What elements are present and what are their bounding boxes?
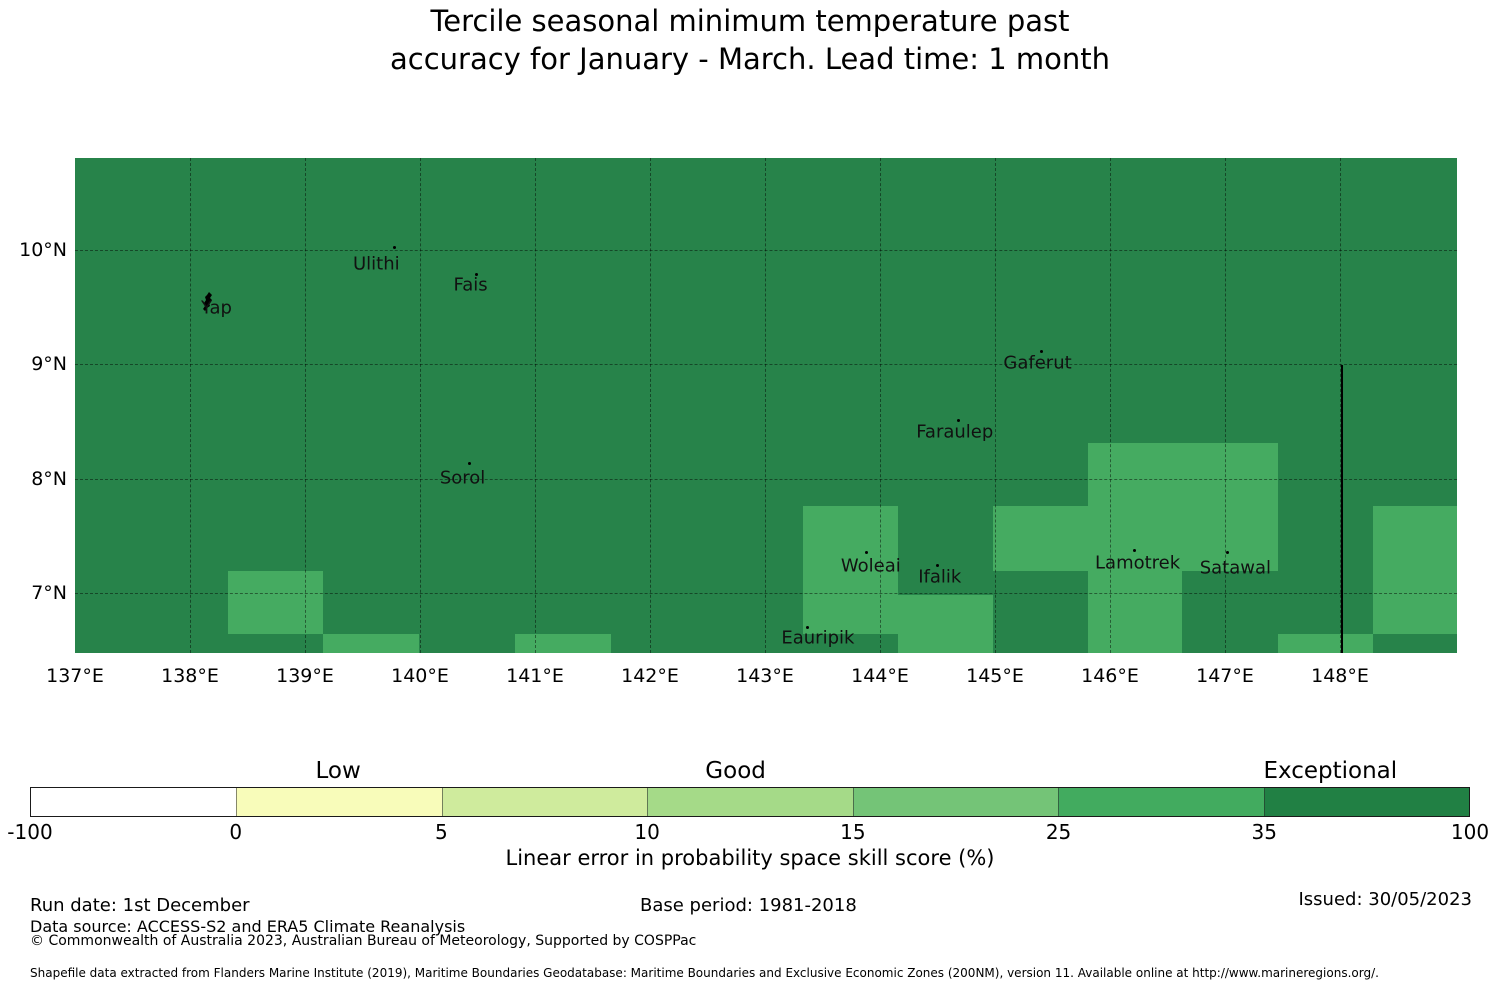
island-label-ifalik: Ifalik (918, 566, 962, 588)
island-label-eauripik: Eauripik (781, 627, 855, 649)
data-source-text: Data source: ACCESS-S2 and ERA5 Climate … (30, 917, 466, 936)
run-date-text: Run date: 1st December (30, 895, 250, 916)
island-label-ulithi: Ulithi (352, 253, 400, 275)
island-marker-ifalik (936, 564, 939, 568)
x-tick-label: 137°E (46, 665, 104, 687)
island-marker-satawal (1225, 551, 1229, 555)
map-plot: Yap Ulithi Fais Sorol Gaferut Faraulep Woleai I… (75, 158, 1457, 653)
gridline-meridian (535, 158, 536, 653)
gridline-meridian (880, 158, 881, 653)
chart-title: Tercile seasonal minimum temperature pas… (0, 2, 1500, 78)
island-marker-lamotrek (1132, 549, 1136, 553)
colorbar-segment (1058, 788, 1264, 816)
island-label-faraulep: Faraulep (916, 421, 994, 443)
y-tick-label: 7°N (31, 581, 67, 604)
colorbar-tick-label: 5 (435, 820, 448, 844)
y-tick-label: 10°N (19, 239, 67, 261)
colorbar-axis-label: Linear error in probability space skill … (505, 846, 995, 870)
skill-patch (227, 571, 324, 635)
x-tick-label: 148°E (1311, 665, 1369, 687)
gridline-meridian (1110, 158, 1111, 653)
island-label-fais: Fais (453, 274, 488, 296)
gridline-meridian (420, 158, 421, 653)
issued-date-text: Issued: 30/05/2023 (1298, 889, 1472, 910)
colorbar-segment (31, 788, 237, 816)
gridline-parallel (75, 478, 1457, 480)
gridline-parallel (75, 250, 1457, 251)
y-tick-label: 8°N (31, 467, 67, 490)
x-tick-label: 144°E (851, 665, 909, 687)
island-marker-fais (474, 272, 478, 276)
shapefile-note-text: Shapefile data extracted from Flanders M… (30, 966, 1379, 980)
gridline-meridian (190, 158, 191, 653)
island-label-sorol: Sorol (439, 467, 486, 489)
island-marker-faraulep (956, 418, 960, 422)
colorbar (30, 787, 1470, 817)
skill-patch (1373, 506, 1457, 635)
colorbar-tick-label: 35 (1251, 820, 1278, 844)
chart-title-line1: Tercile seasonal minimum temperature pas… (430, 4, 1070, 38)
island-label-woleai: Woleai (840, 555, 901, 577)
island-marker-gaferut (1039, 350, 1043, 354)
y-tick-label: 9°N (31, 353, 67, 376)
colorbar-segment (441, 788, 648, 816)
x-tick-label: 140°E (391, 665, 449, 687)
colorbar-tick-label: 10 (634, 820, 660, 844)
colorbar-tick-label: 15 (840, 820, 866, 844)
skill-patch (1088, 571, 1183, 653)
x-tick-label: 138°E (161, 665, 219, 687)
island-marker-ulithi (393, 246, 397, 250)
skill-patch (992, 506, 1278, 572)
colorbar-tick-label: 0 (229, 820, 243, 844)
base-period-text: Base period: 1981-2018 (640, 895, 857, 916)
gridline-parallel (75, 364, 1457, 366)
island-marker-woleai (864, 551, 868, 555)
chart-title-line2: accuracy for January - March. Lead time:… (389, 42, 1110, 76)
gridline-meridian (995, 158, 996, 653)
colorbar-category-label: Low (315, 758, 361, 784)
colorbar-tick-label: 25 (1045, 820, 1072, 844)
colorbar-segment (236, 788, 442, 816)
x-tick-label: 142°E (621, 665, 679, 687)
x-tick-label: 141°E (506, 665, 564, 687)
gridline-meridian (650, 158, 651, 653)
colorbar-tick-label: 100 (1450, 820, 1490, 844)
skill-patch (1088, 443, 1278, 507)
island-label-lamotrek: Lamotrek (1095, 552, 1181, 574)
skill-patch (323, 634, 419, 653)
x-tick-label: 139°E (276, 665, 334, 687)
island-label-yap: Yap (200, 297, 232, 319)
gridline-meridian (305, 158, 306, 653)
x-tick-label: 146°E (1081, 665, 1139, 687)
island-shape-yap (200, 291, 216, 313)
x-tick-label: 143°E (736, 665, 794, 687)
colorbar-segment (647, 788, 853, 816)
x-tick-label: 147°E (1196, 665, 1254, 687)
island-label-satawal: Satawal (1199, 557, 1271, 579)
skill-patch (802, 506, 899, 635)
gridline-meridian (1340, 158, 1341, 653)
gridline-meridian (765, 158, 766, 653)
colorbar-category-label: Good (705, 758, 766, 784)
skill-patch (898, 595, 993, 653)
colorbar-segment (1263, 788, 1469, 816)
copyright-text: © Commonwealth of Australia 2023, Austra… (30, 933, 697, 949)
skill-patch (515, 634, 611, 653)
gridline-meridian (1225, 158, 1226, 653)
x-tick-label: 145°E (966, 665, 1024, 687)
colorbar-category-label: Exceptional (1263, 758, 1398, 784)
island-label-gaferut: Gaferut (1003, 352, 1072, 374)
colorbar-tick-label: -100 (7, 820, 53, 844)
eez-boundary-line (1341, 365, 1344, 653)
island-marker-eauripik (806, 625, 810, 629)
island-marker-sorol (467, 462, 471, 466)
gridline-parallel (75, 592, 1457, 594)
colorbar-segment (852, 788, 1059, 816)
skill-patch (1277, 634, 1374, 653)
